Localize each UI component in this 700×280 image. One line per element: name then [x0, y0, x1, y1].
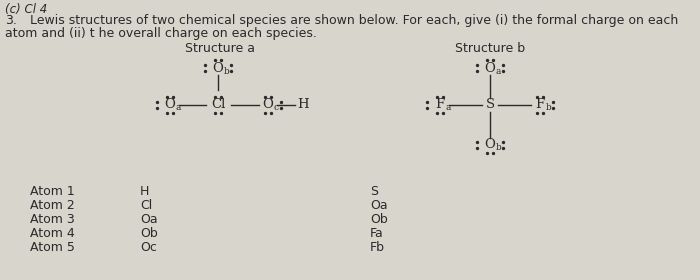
Text: a: a — [496, 67, 501, 76]
Text: Atom 3: Atom 3 — [30, 213, 75, 226]
Text: Oc: Oc — [140, 241, 157, 254]
Text: atom and (ii) t he overall charge on each species.: atom and (ii) t he overall charge on eac… — [5, 27, 317, 40]
Text: b: b — [546, 104, 552, 113]
Text: H: H — [298, 99, 309, 111]
Text: Atom 2: Atom 2 — [30, 199, 75, 212]
Text: Ob: Ob — [370, 213, 388, 226]
Text: O: O — [213, 62, 223, 74]
Text: Structure a: Structure a — [185, 42, 255, 55]
Text: Oa: Oa — [140, 213, 158, 226]
Text: c: c — [274, 104, 279, 113]
Text: a: a — [176, 104, 181, 113]
Text: Fb: Fb — [370, 241, 385, 254]
Text: O: O — [484, 62, 496, 74]
Text: S: S — [370, 185, 378, 198]
Text: O: O — [484, 139, 496, 151]
Text: O: O — [164, 99, 176, 111]
Text: Lewis structures of two chemical species are shown below. For each, give (i) the: Lewis structures of two chemical species… — [30, 14, 678, 27]
Text: (c) Cl 4: (c) Cl 4 — [5, 3, 48, 16]
Text: F: F — [536, 99, 545, 111]
Text: 3.: 3. — [5, 14, 17, 27]
Text: Cl: Cl — [211, 99, 225, 111]
Text: Structure b: Structure b — [455, 42, 525, 55]
Text: O: O — [262, 99, 274, 111]
Text: b: b — [224, 67, 230, 76]
Text: a: a — [446, 104, 452, 113]
Text: S: S — [485, 99, 495, 111]
Text: Atom 1: Atom 1 — [30, 185, 75, 198]
Text: F: F — [435, 99, 444, 111]
Text: Fa: Fa — [370, 227, 384, 240]
Text: b: b — [496, 143, 502, 153]
Text: Atom 4: Atom 4 — [30, 227, 75, 240]
Text: H: H — [140, 185, 149, 198]
Text: Cl: Cl — [140, 199, 153, 212]
Text: Oa: Oa — [370, 199, 388, 212]
Text: Atom 5: Atom 5 — [30, 241, 75, 254]
Text: Ob: Ob — [140, 227, 158, 240]
